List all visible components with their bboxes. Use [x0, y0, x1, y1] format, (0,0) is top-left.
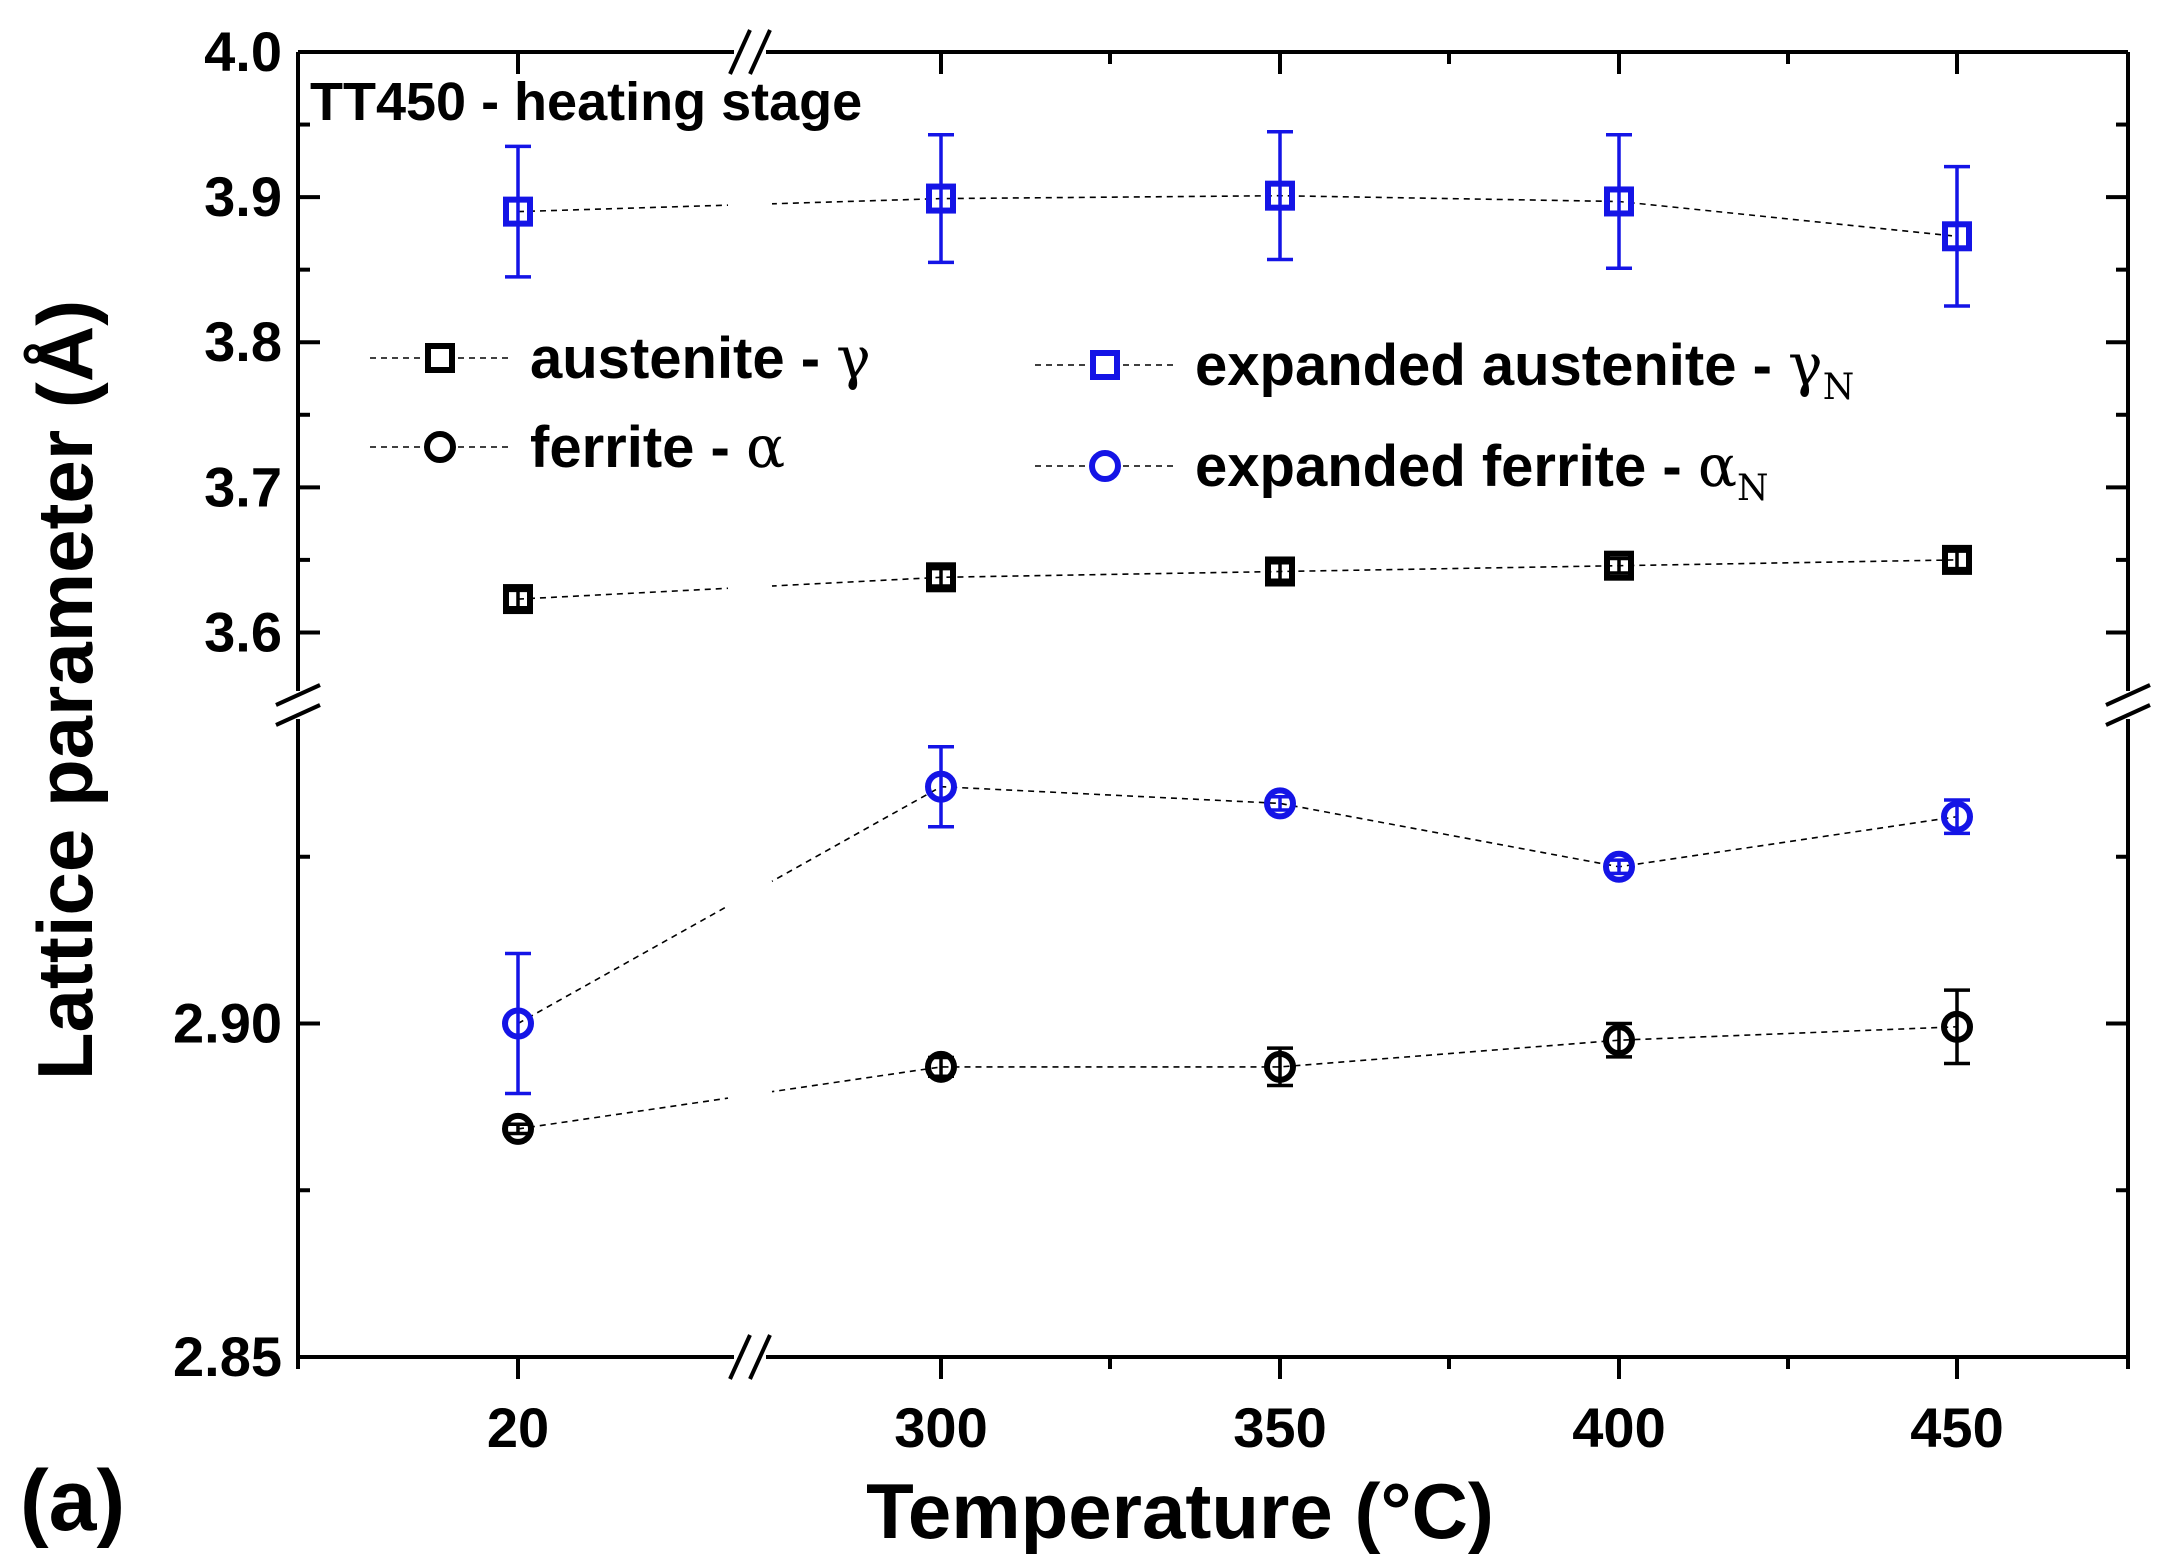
x-break-bottom-stroke	[748, 1334, 772, 1380]
y-tick-label: 3.6	[204, 600, 282, 663]
data-point-square	[1942, 544, 1972, 575]
data-point-circle	[1264, 787, 1296, 820]
series-line-break-gap	[727, 201, 773, 208]
legend-label: austenite - γ	[530, 324, 871, 392]
x-break-bottom	[728, 1334, 772, 1380]
y-tick-label: 2.85	[173, 1325, 282, 1388]
data-point-square	[1604, 550, 1634, 581]
x-tick-label: 350	[1233, 1396, 1326, 1459]
data-point-square	[1265, 180, 1295, 211]
data-point-circle	[1941, 1010, 1973, 1043]
legend-item: expanded ferrite - αN	[1035, 432, 1768, 509]
data-point-square	[926, 562, 956, 593]
series-line-break-gap	[727, 583, 773, 591]
data-point-circle	[925, 770, 957, 803]
legend-label: ferrite - α	[530, 413, 785, 481]
panel-label: (a)	[20, 1453, 125, 1549]
series-line	[517, 559, 1958, 600]
data-point-circle	[502, 1007, 534, 1040]
data-point-square	[1265, 556, 1295, 587]
x-break-top	[728, 29, 772, 75]
legend-label: expanded austenite - γN	[1195, 331, 1854, 408]
data-point-circle	[1941, 800, 1973, 833]
y-axis-title: Lattice parameter (Å)	[21, 300, 109, 1080]
x-tick-label: 20	[487, 1396, 549, 1459]
chart-annotation: TT450 - heating stage	[310, 72, 862, 132]
legend-marker-square	[425, 343, 455, 373]
tick-labels: 3.6 3.7 3.8 3.9 4.0 2.85 2.90 20 300 350 400 450	[173, 20, 2004, 1459]
x-break-top-stroke	[748, 29, 772, 75]
y-break-left-stroke	[275, 703, 321, 727]
data-point-square	[926, 183, 956, 214]
y-break-left-stroke	[275, 683, 321, 707]
data-point-square	[503, 584, 533, 615]
data-point-circle	[502, 1112, 534, 1145]
series-line-break-gap	[726, 879, 774, 909]
series-line-break-gap	[727, 1089, 773, 1101]
data-point-circle	[1264, 1050, 1296, 1083]
x-tick-label: 400	[1572, 1396, 1665, 1459]
data-markers	[502, 180, 1973, 1145]
data-point-square	[503, 196, 533, 227]
legend-marker-circle	[1089, 450, 1121, 482]
legend-item: ferrite - α	[370, 413, 785, 481]
y-tick-label: 2.90	[173, 992, 282, 1055]
y-tick-label: 3.8	[204, 310, 282, 373]
y-break-left	[275, 683, 321, 727]
x-axis-title: Temperature (°C)	[866, 1467, 1494, 1555]
plot-frame	[275, 29, 2151, 1380]
data-point-circle	[1603, 850, 1635, 883]
axis-ticks	[296, 50, 2130, 1379]
x-break-top-stroke	[728, 29, 752, 75]
y-tick-label: 4.0	[204, 20, 282, 83]
y-tick-label: 3.7	[204, 455, 282, 518]
error-bars	[505, 130, 1970, 1136]
x-tick-label: 300	[894, 1396, 987, 1459]
series-line	[517, 194, 1958, 238]
y-break-right-stroke	[2105, 683, 2151, 707]
legend: austenite - γ expanded austenite - γN ferr…	[370, 324, 1854, 509]
legend-marker-square	[1090, 350, 1120, 380]
data-point-square	[1604, 186, 1634, 217]
legend-item: austenite - γ	[370, 324, 871, 392]
data-point-circle	[1603, 1024, 1635, 1057]
x-tick-label: 450	[1910, 1396, 2003, 1459]
series-line	[517, 1026, 1958, 1130]
y-break-right	[2105, 683, 2151, 727]
legend-item: expanded austenite - γN	[1035, 331, 1854, 408]
data-point-square	[1942, 221, 1972, 252]
legend-marker-circle	[424, 431, 456, 463]
legend-label: expanded ferrite - αN	[1195, 432, 1768, 509]
data-point-circle	[925, 1050, 957, 1083]
y-break-right-stroke	[2105, 703, 2151, 727]
x-break-bottom-stroke	[728, 1334, 752, 1380]
y-tick-label: 3.9	[204, 165, 282, 228]
series-line	[517, 785, 1958, 1025]
